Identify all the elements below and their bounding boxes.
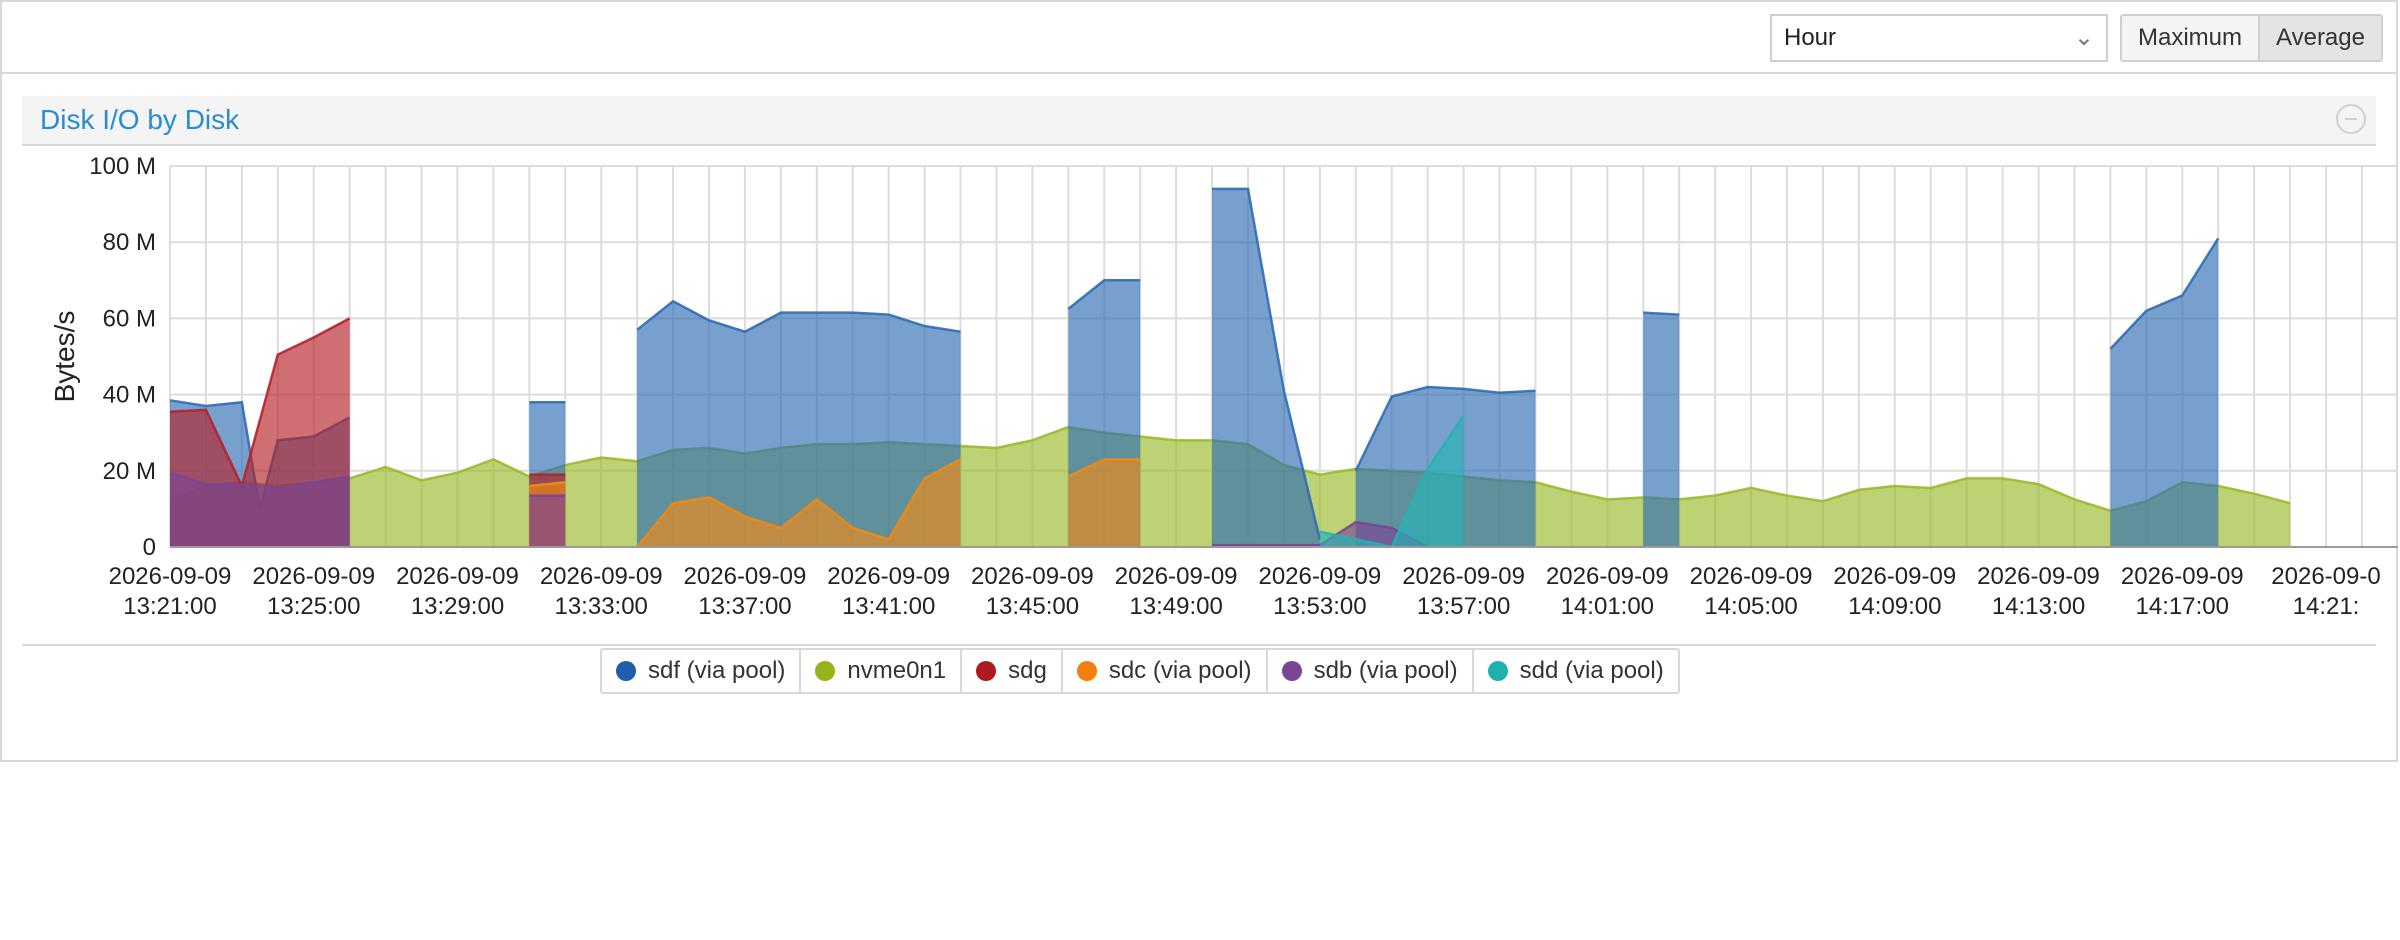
legend-item[interactable]: sdf (via pool) bbox=[602, 650, 799, 692]
legend-label: sdc (via pool) bbox=[1108, 657, 1252, 684]
series-area-4 bbox=[1212, 522, 1428, 547]
legend-item[interactable]: sdd (via pool) bbox=[1471, 650, 1678, 692]
series-area-1 bbox=[637, 301, 961, 547]
series-line-1 bbox=[1354, 385, 1536, 472]
legend-dot-icon bbox=[616, 661, 636, 681]
series-area-1 bbox=[2110, 238, 2219, 547]
x-tick-time: 13:45:00 bbox=[986, 593, 1079, 620]
y-tick-label: 40 M bbox=[103, 382, 156, 409]
aggregate-toggle: Maximum Average bbox=[2120, 14, 2383, 62]
series-line-1 bbox=[1067, 279, 1141, 310]
x-tick-date: 2026-09-09 bbox=[684, 563, 807, 590]
legend-item[interactable]: nvme0n1 bbox=[799, 650, 960, 692]
x-tick-date: 2026-09-09 bbox=[1546, 563, 1669, 590]
x-tick-time: 13:49:00 bbox=[1129, 593, 1222, 620]
x-tick-time: 13:29:00 bbox=[411, 593, 504, 620]
y-axis-label: Bytes/s bbox=[49, 311, 80, 403]
x-tick-date: 2026-09-09 bbox=[1115, 563, 1238, 590]
maximum-button[interactable]: Maximum bbox=[2122, 16, 2259, 60]
timeframe-select[interactable]: Hour ⌄ bbox=[1770, 14, 2108, 62]
legend-label: sdf (via pool) bbox=[648, 657, 786, 684]
x-tick-time: 14:21: bbox=[2293, 593, 2360, 620]
legend-item[interactable]: sdc (via pool) bbox=[1060, 650, 1266, 692]
chart-title: Disk I/O by Disk bbox=[40, 104, 240, 135]
x-tick-date: 2026-09-09 bbox=[1977, 563, 2100, 590]
series-line-5 bbox=[1390, 414, 1465, 548]
x-tick-time: 14:05:00 bbox=[1704, 593, 1797, 620]
x-tick-time: 13:21:00 bbox=[123, 593, 216, 620]
legend-dot-icon bbox=[976, 661, 997, 681]
y-tick-label: 20 M bbox=[103, 458, 156, 485]
x-tick-time: 13:37:00 bbox=[698, 593, 791, 620]
legend-dot-icon bbox=[1076, 661, 1097, 681]
legend-label: sdd (via pool) bbox=[1519, 657, 1664, 684]
series-area-1 bbox=[1212, 188, 1320, 548]
x-tick-date: 2026-09-09 bbox=[540, 563, 663, 590]
y-tick-label: 60 M bbox=[103, 305, 156, 332]
legend-dot-icon bbox=[1281, 661, 1302, 681]
x-tick-time: 13:33:00 bbox=[554, 593, 647, 620]
x-tick-time: 14:09:00 bbox=[1848, 593, 1941, 620]
x-tick-date: 2026-09-09 bbox=[1833, 563, 1956, 590]
x-tick-date: 2026-09-0 bbox=[2271, 563, 2380, 590]
x-tick-time: 13:57:00 bbox=[1417, 593, 1510, 620]
series-line-2 bbox=[169, 317, 351, 490]
y-tick-label: 100 M bbox=[89, 153, 156, 180]
series-line-3 bbox=[1067, 458, 1141, 478]
series-line-1 bbox=[1643, 311, 1680, 316]
legend-dot-icon bbox=[1487, 661, 1508, 681]
series-line-4 bbox=[169, 471, 350, 490]
chart-header: Disk I/O by Disk bbox=[22, 96, 2376, 146]
y-tick-label: 0 bbox=[143, 534, 156, 561]
series-line-1 bbox=[636, 299, 961, 334]
toolbar-divider bbox=[0, 72, 2398, 74]
series-area-4 bbox=[529, 495, 566, 547]
x-tick-time: 14:01:00 bbox=[1561, 593, 1654, 620]
x-tick-date: 2026-09-09 bbox=[1402, 563, 1525, 590]
timeframe-value: Hour bbox=[1784, 24, 1837, 51]
chevron-down-icon: ⌄ bbox=[2073, 24, 2094, 51]
average-button[interactable]: Average bbox=[2258, 16, 2381, 60]
x-tick-time: 13:53:00 bbox=[1273, 593, 1366, 620]
x-tick-date: 2026-09-09 bbox=[2121, 563, 2244, 590]
x-tick-date: 2026-09-09 bbox=[1258, 563, 1381, 590]
collapse-icon[interactable] bbox=[2336, 104, 2366, 134]
disk-io-chart: 0 20 M 40 M 60 M 80 M 100 M Bytes/s 2026-09-09 1… bbox=[49, 153, 2398, 620]
series-area-5 bbox=[1391, 415, 1464, 547]
legend-label: nvme0n1 bbox=[847, 657, 947, 684]
x-tick-date: 2026-09-09 bbox=[971, 563, 1094, 590]
x-tick-time: 14:13:00 bbox=[1992, 593, 2085, 620]
series-area-3 bbox=[1068, 459, 1141, 547]
series-line-1 bbox=[1212, 187, 1322, 540]
series-line-3 bbox=[529, 480, 566, 488]
x-tick-date: 2026-09-09 bbox=[827, 563, 950, 590]
legend-label: sdg bbox=[1008, 657, 1047, 684]
chart-legend: sdf (via pool) nvme0n1 sdg sdc (via pool) sd… bbox=[600, 648, 1680, 694]
series-area-1 bbox=[1643, 312, 1680, 547]
x-tick-time: 14:17:00 bbox=[2136, 593, 2229, 620]
series-line-1 bbox=[2109, 237, 2220, 350]
x-tick-date: 2026-09-09 bbox=[109, 563, 232, 590]
x-tick-time: 13:25:00 bbox=[267, 593, 360, 620]
legend-dot-icon bbox=[815, 661, 836, 681]
legend-item[interactable]: sdb (via pool) bbox=[1265, 650, 1472, 692]
x-tick-date: 2026-09-09 bbox=[1690, 563, 1813, 590]
x-tick-time: 13:41:00 bbox=[842, 593, 935, 620]
series-line-3 bbox=[636, 458, 962, 548]
legend-divider bbox=[22, 644, 2376, 646]
x-tick-date: 2026-09-09 bbox=[252, 563, 375, 590]
series-area-3 bbox=[637, 459, 961, 547]
legend-item[interactable]: sdg bbox=[960, 650, 1061, 692]
legend-label: sdb (via pool) bbox=[1313, 657, 1458, 684]
series-area-4 bbox=[170, 472, 350, 547]
series-line-5 bbox=[1319, 530, 1392, 549]
x-tick-date: 2026-09-09 bbox=[396, 563, 519, 590]
y-tick-label: 80 M bbox=[103, 229, 156, 256]
